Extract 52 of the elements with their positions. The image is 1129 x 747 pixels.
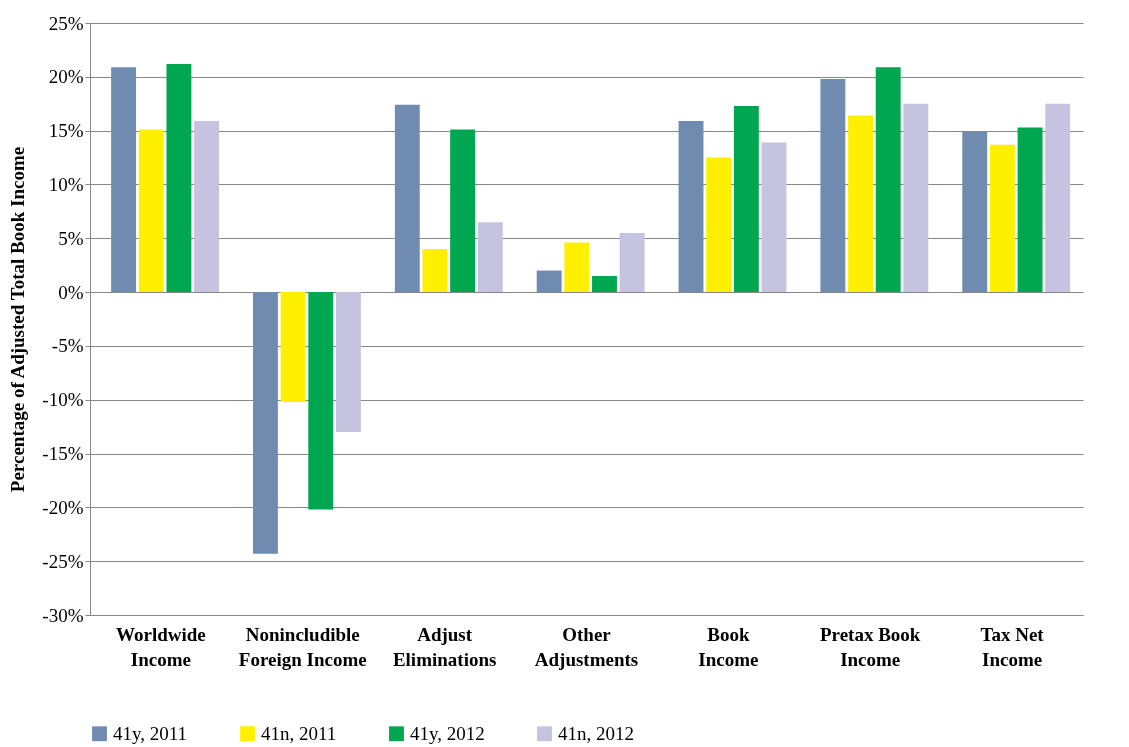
y-tick-label: -25%	[42, 550, 84, 572]
x-tick-label: Tax Net Income	[980, 623, 1045, 670]
bar	[761, 142, 787, 293]
bar	[733, 105, 759, 293]
legend-label: 41y, 2011	[113, 722, 188, 744]
x-tick-label: Book Income	[698, 623, 759, 670]
y-tick-label: -10%	[42, 389, 84, 411]
x-tick-label: Nonincludible Foreign Income	[238, 623, 367, 670]
bar	[1045, 103, 1071, 293]
y-tick-label: 20%	[48, 66, 84, 88]
x-tick-label: Pretax Book Income	[819, 623, 921, 670]
bar	[450, 129, 476, 293]
bar	[308, 292, 334, 510]
bar	[820, 78, 846, 293]
bar	[962, 131, 988, 293]
bar	[477, 222, 503, 293]
legend-label: 41y, 2012	[410, 722, 485, 744]
bar	[394, 104, 420, 293]
bar	[903, 103, 929, 293]
bar	[875, 67, 901, 293]
bar	[138, 129, 164, 293]
bar	[252, 292, 278, 554]
y-axis-title: Percentage of Adjusted Total Book Income	[7, 146, 29, 493]
bar	[619, 232, 645, 293]
x-tick-label: Worldwide Income	[116, 623, 206, 670]
y-tick-label: 25%	[48, 12, 84, 34]
x-tick-label: Other Adjustments	[534, 623, 639, 670]
y-tick-label: -15%	[42, 443, 84, 465]
bar	[111, 67, 137, 293]
legend-label: 41n, 2011	[261, 722, 337, 744]
bar	[989, 144, 1015, 293]
bar	[536, 270, 562, 293]
bar	[335, 292, 361, 433]
bar	[280, 292, 306, 402]
bar	[678, 120, 704, 293]
bar	[592, 275, 617, 293]
legend-label: 41n, 2012	[558, 722, 634, 744]
y-tick-label: 0%	[58, 281, 84, 303]
y-tick-label: -5%	[51, 335, 84, 357]
x-tick-label: Adjust Eliminations	[392, 623, 497, 670]
bar	[706, 157, 732, 293]
bar	[422, 249, 448, 293]
bar	[564, 242, 590, 293]
y-tick-label: 15%	[48, 120, 84, 142]
bar	[194, 120, 220, 293]
y-tick-label: -20%	[42, 496, 84, 518]
bar	[166, 63, 192, 293]
bar	[848, 115, 873, 293]
y-tick-label: -30%	[42, 604, 84, 626]
bar	[1017, 127, 1043, 293]
y-tick-label: 5%	[58, 227, 84, 249]
y-tick-label: 10%	[48, 173, 84, 195]
